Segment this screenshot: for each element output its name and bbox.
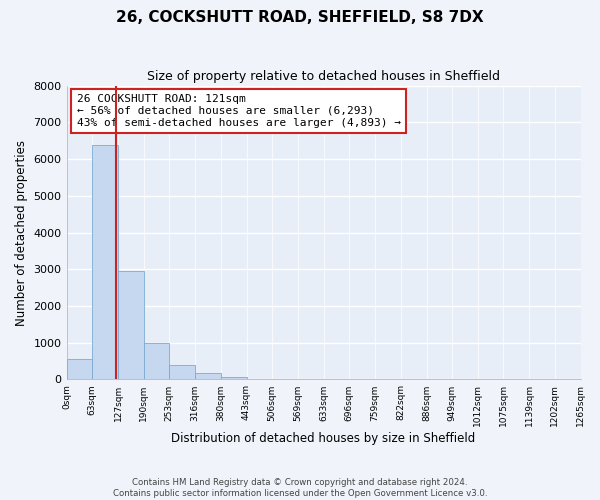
Bar — [169, 366, 195, 380]
Bar — [195, 373, 221, 380]
Bar — [67, 359, 92, 380]
Bar — [221, 376, 247, 380]
Bar — [92, 145, 118, 380]
Title: Size of property relative to detached houses in Sheffield: Size of property relative to detached ho… — [147, 70, 500, 83]
Y-axis label: Number of detached properties: Number of detached properties — [15, 140, 28, 326]
Text: 26, COCKSHUTT ROAD, SHEFFIELD, S8 7DX: 26, COCKSHUTT ROAD, SHEFFIELD, S8 7DX — [116, 10, 484, 25]
Text: Contains HM Land Registry data © Crown copyright and database right 2024.
Contai: Contains HM Land Registry data © Crown c… — [113, 478, 487, 498]
Text: 26 COCKSHUTT ROAD: 121sqm
← 56% of detached houses are smaller (6,293)
43% of se: 26 COCKSHUTT ROAD: 121sqm ← 56% of detac… — [77, 94, 401, 128]
Bar — [144, 344, 169, 380]
X-axis label: Distribution of detached houses by size in Sheffield: Distribution of detached houses by size … — [172, 432, 476, 445]
Bar — [118, 272, 144, 380]
